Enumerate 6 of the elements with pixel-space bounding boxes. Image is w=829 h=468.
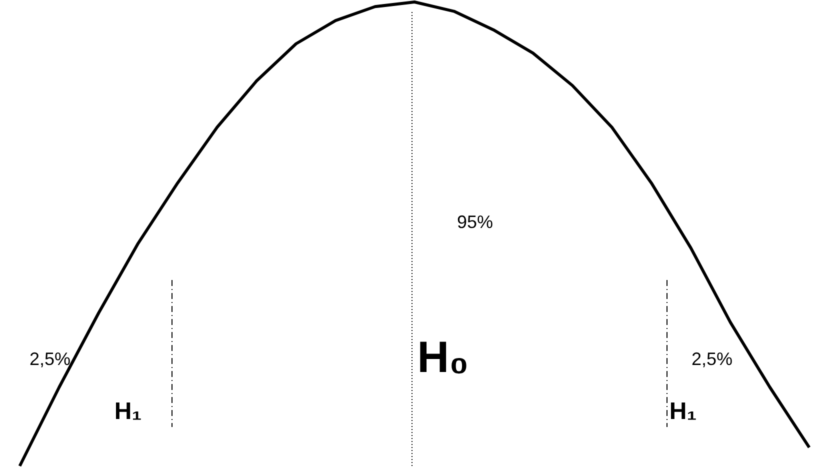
annotation: H₀: [417, 333, 469, 382]
annotation: 2,5%: [691, 349, 733, 369]
annotation: H₁: [669, 398, 697, 425]
annotation: H₁: [114, 398, 142, 425]
annotation: 95%: [456, 212, 494, 232]
annotation: 2,5%: [29, 349, 71, 369]
